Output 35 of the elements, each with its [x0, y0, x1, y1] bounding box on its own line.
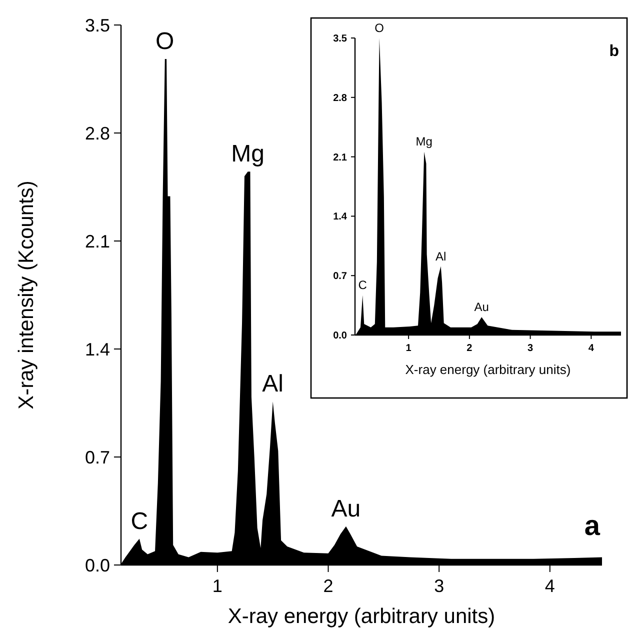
annotation: C — [130, 508, 148, 535]
y-tick-label: 1.4 — [333, 212, 348, 223]
y-axis-title: X-ray intensity (Kcounts) — [15, 180, 38, 410]
x-tick-label: 4 — [544, 576, 555, 596]
annotation: Al — [435, 249, 446, 264]
y-tick-label: 2.1 — [333, 152, 348, 164]
y-tick-label: 2.1 — [84, 231, 110, 252]
y-tick-label: 0.7 — [84, 447, 110, 468]
y-tick-label: 0.0 — [84, 555, 110, 576]
y-tick-label: 3.5 — [84, 15, 110, 36]
annotation: O — [156, 28, 174, 55]
annotation: Al — [262, 370, 284, 398]
annotation: O — [374, 21, 384, 35]
x-tick-label: 1 — [406, 343, 412, 354]
x-axis-title: X-ray energy (arbitrary units) — [228, 605, 496, 628]
x-tick-label: 1 — [212, 576, 222, 596]
y-tick-label: 0.7 — [333, 271, 348, 282]
annotation: a — [584, 510, 600, 541]
y-tick-label: 0.0 — [333, 330, 348, 342]
annotation: C — [358, 278, 368, 292]
annotation: Au — [331, 495, 361, 522]
x-tick-label: 2 — [466, 343, 473, 354]
y-tick-label: 3.5 — [333, 34, 348, 44]
y-tick-label: 2.8 — [84, 123, 110, 144]
y-tick-label: 1.4 — [84, 339, 110, 360]
x-tick-label: 4 — [588, 343, 594, 354]
x-tick-label: 3 — [434, 576, 444, 596]
x-tick-label: 2 — [323, 576, 334, 596]
x-axis-title: X-ray energy (arbitrary units) — [405, 362, 571, 377]
annotation: b — [609, 43, 620, 60]
annotation: Mg — [416, 134, 432, 149]
y-tick-label: 2.8 — [333, 92, 348, 104]
annotation: Au — [474, 300, 489, 314]
x-tick-label: 3 — [528, 343, 534, 354]
annotation: Mg — [231, 140, 264, 168]
